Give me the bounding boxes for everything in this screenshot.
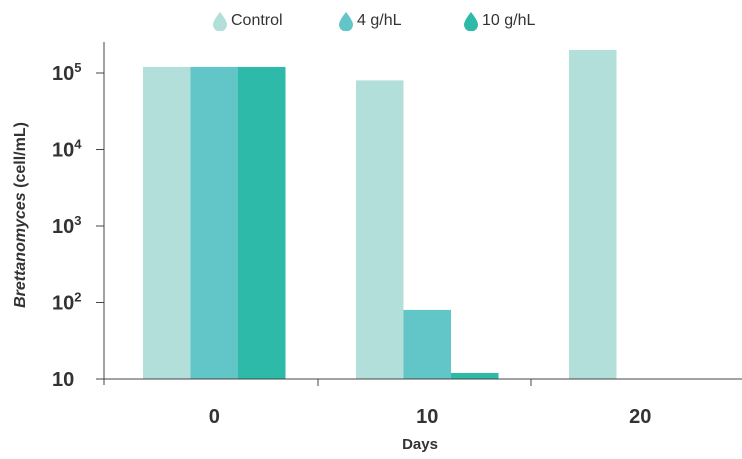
y-tick-label: 103 xyxy=(52,213,81,238)
legend-label-control: Control xyxy=(231,12,283,29)
x-axis-title: Days xyxy=(402,436,438,453)
bar-control-day-0 xyxy=(143,66,191,380)
droplet-icon xyxy=(464,12,478,31)
legend: Control 4 g/hL 10 g/hL xyxy=(0,6,742,36)
y-tick-label: 104 xyxy=(52,137,82,162)
bar-4ghl-day-10 xyxy=(403,309,451,379)
bar-control-day-10 xyxy=(356,80,404,380)
legend-label-10ghl: 10 g/hL xyxy=(482,12,536,29)
bar-4ghl-day-0 xyxy=(190,66,238,380)
y-tick-label: 10 xyxy=(52,369,74,391)
bar-10ghl-day-10 xyxy=(451,372,499,379)
legend-label-4ghl: 4 g/hL xyxy=(357,12,402,29)
bar-10ghl-day-0 xyxy=(238,66,286,380)
droplet-icon xyxy=(213,12,227,31)
bar-control-day-20 xyxy=(569,49,617,380)
legend-item-control: Control xyxy=(212,6,283,36)
legend-item-4ghl: 4 g/hL xyxy=(338,6,401,36)
y-tick-label: 102 xyxy=(52,290,81,315)
y-axis-title: Brettanomyces (cell/mL) xyxy=(12,122,29,308)
x-tick-label: 0 xyxy=(209,406,220,428)
x-tick-label: 20 xyxy=(629,406,651,428)
x-tick-label: 10 xyxy=(416,406,438,428)
legend-item-10ghl: 10 g/hL xyxy=(463,6,535,36)
droplet-icon xyxy=(339,12,353,31)
y-tick-label: 105 xyxy=(52,60,81,85)
